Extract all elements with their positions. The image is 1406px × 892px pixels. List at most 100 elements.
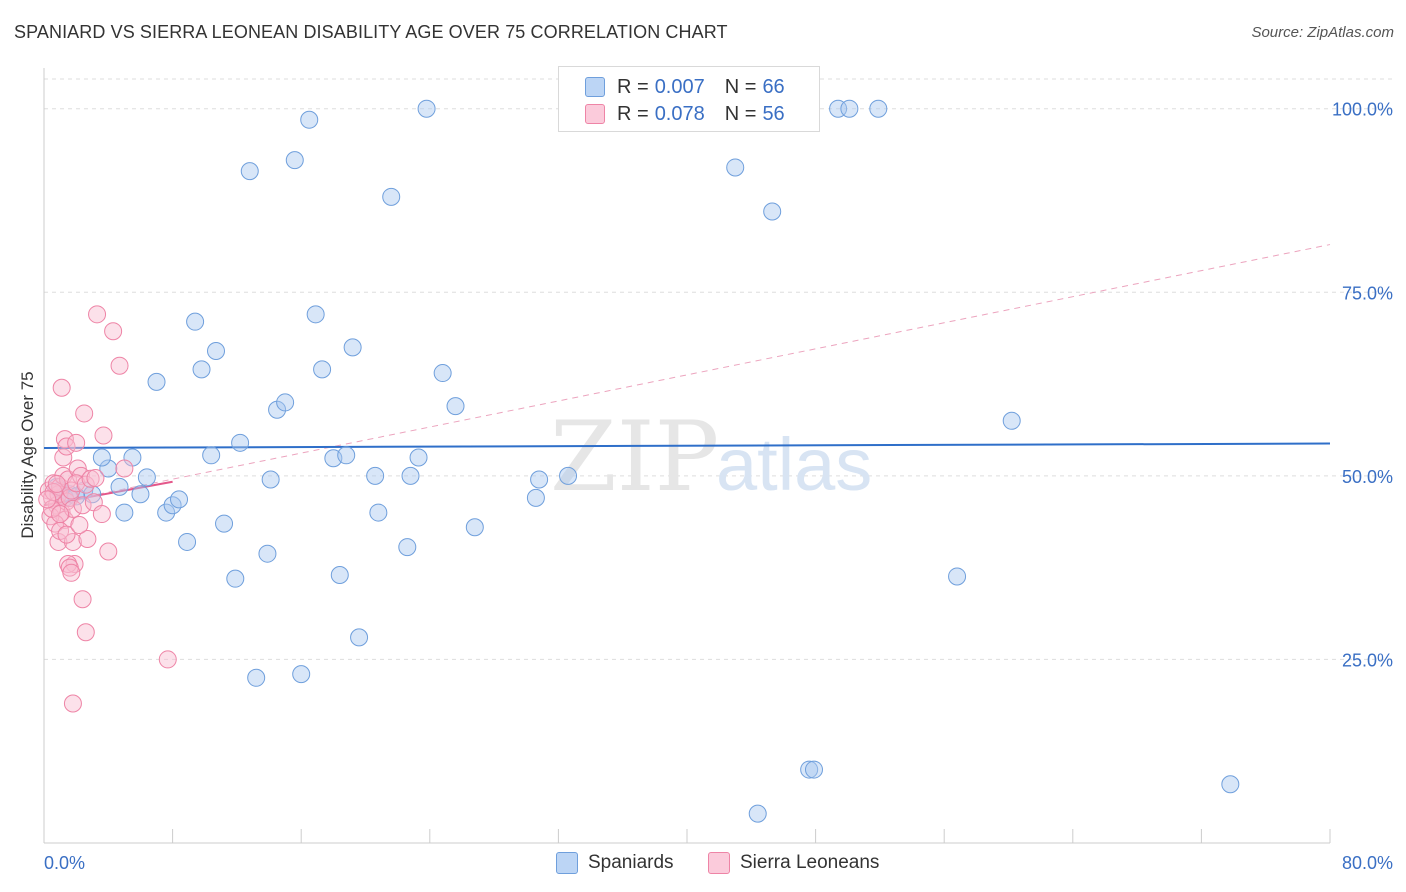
tick-labels: 25.0% 50.0% 75.0% 100.0% 0.0% 80.0% xyxy=(44,100,1393,873)
x-tick-label: 0.0% xyxy=(44,853,85,873)
point-sierra-leonean xyxy=(67,474,86,493)
point-sierra-leonean xyxy=(63,532,82,551)
point-spaniard xyxy=(840,99,859,118)
point-spaniard xyxy=(306,305,325,324)
point-spaniard xyxy=(726,158,745,177)
point-spaniard xyxy=(369,503,388,522)
point-spaniard xyxy=(869,99,888,118)
point-sierra-leonean xyxy=(67,433,86,452)
data-points xyxy=(38,99,1240,823)
legend-swatch-spaniards xyxy=(585,77,605,97)
point-sierra-leonean xyxy=(47,474,66,493)
point-spaniard xyxy=(215,514,234,533)
correlation-legend: R = 0.007 N = 66 R = 0.078 N = 56 xyxy=(558,66,820,132)
point-spaniard xyxy=(178,532,197,551)
point-sierra-leonean xyxy=(57,525,76,544)
point-spaniard xyxy=(99,459,118,478)
point-sierra-leonean xyxy=(104,322,123,341)
legend-n-value: 56 xyxy=(762,102,785,125)
point-spaniard xyxy=(231,433,250,452)
point-spaniard xyxy=(804,760,823,779)
point-spaniard xyxy=(147,372,166,391)
x-tick-label: 80.0% xyxy=(1342,853,1393,873)
series-swatch-sierra-leoneans xyxy=(708,852,730,874)
point-spaniard xyxy=(417,99,436,118)
point-sierra-leonean xyxy=(75,404,94,423)
series-label-spaniards: Spaniards xyxy=(588,852,674,873)
point-sierra-leonean xyxy=(57,437,76,456)
point-sierra-leonean xyxy=(76,623,95,642)
point-spaniard xyxy=(350,628,369,647)
legend-n-label: N = xyxy=(724,102,757,125)
legend-r-value: 0.007 xyxy=(654,75,705,98)
point-spaniard xyxy=(382,187,401,206)
point-sierra-leonean xyxy=(63,694,82,713)
legend-r-value: 0.078 xyxy=(654,102,705,125)
point-spaniard xyxy=(240,162,259,181)
trend-line-spaniards xyxy=(43,442,1331,449)
y-tick-label: 50.0% xyxy=(1342,467,1393,487)
point-spaniard xyxy=(226,569,245,588)
point-sierra-leonean xyxy=(52,378,71,397)
point-sierra-leonean xyxy=(54,448,73,467)
series-legend-spaniards[interactable]: Spaniards xyxy=(556,852,674,874)
y-tick-label: 25.0% xyxy=(1342,650,1393,670)
point-spaniard xyxy=(330,565,349,584)
point-sierra-leonean xyxy=(73,496,92,515)
point-sierra-leonean xyxy=(81,469,100,488)
point-spaniard xyxy=(157,503,176,522)
legend-r-label: R = xyxy=(617,75,649,98)
legend-row-sierra-leoneans: R = 0.078 N = 56 xyxy=(585,102,785,126)
legend-n-label: N = xyxy=(724,75,757,98)
point-sierra-leonean xyxy=(51,505,70,524)
point-sierra-leonean xyxy=(55,430,74,449)
series-legend-sierra-leoneans[interactable]: Sierra Leoneans xyxy=(708,852,879,874)
point-spaniard xyxy=(763,202,782,221)
point-spaniard xyxy=(131,485,150,504)
source-credit: Source: ZipAtlas.com xyxy=(1251,24,1394,41)
y-tick-label: 100.0% xyxy=(1332,100,1393,120)
point-spaniard xyxy=(748,804,767,823)
trend-line-sierra-leoneans-extended xyxy=(43,244,1331,506)
point-spaniard xyxy=(446,397,465,416)
point-spaniard xyxy=(207,342,226,361)
point-spaniard xyxy=(300,110,319,129)
point-spaniard xyxy=(526,488,545,507)
point-spaniard xyxy=(401,466,420,485)
point-sierra-leonean xyxy=(110,356,129,375)
legend-r-label: R = xyxy=(617,102,649,125)
point-spaniard xyxy=(337,446,356,465)
point-spaniard xyxy=(292,665,311,684)
watermark: ZIP atlas xyxy=(550,401,872,513)
point-spaniard xyxy=(343,338,362,357)
point-spaniard xyxy=(247,668,266,687)
point-sierra-leonean xyxy=(115,459,134,478)
point-sierra-leonean xyxy=(92,505,111,524)
point-sierra-leonean xyxy=(94,426,113,445)
legend-row-spaniards: R = 0.007 N = 66 xyxy=(585,75,785,99)
point-sierra-leonean xyxy=(70,516,89,535)
point-spaniard xyxy=(800,760,819,779)
point-spaniard xyxy=(313,360,332,379)
point-spaniard xyxy=(115,503,134,522)
point-sierra-leonean xyxy=(158,650,177,669)
point-spaniard xyxy=(285,151,304,170)
watermark-zip: ZIP xyxy=(550,401,719,513)
point-spaniard xyxy=(559,466,578,485)
point-sierra-leonean xyxy=(88,305,107,324)
point-sierra-leonean xyxy=(38,490,57,509)
point-spaniard xyxy=(1002,411,1021,430)
point-spaniard xyxy=(1221,775,1240,794)
point-spaniard xyxy=(366,466,385,485)
point-spaniard xyxy=(409,448,428,467)
point-spaniard xyxy=(110,477,129,496)
legend-n-value: 66 xyxy=(762,75,785,98)
point-sierra-leonean xyxy=(78,530,97,549)
point-spaniard xyxy=(433,364,452,383)
point-spaniard xyxy=(137,468,156,487)
point-spaniard xyxy=(465,518,484,537)
point-spaniard xyxy=(186,312,205,331)
point-spaniard xyxy=(202,446,221,465)
point-spaniard xyxy=(948,567,967,586)
